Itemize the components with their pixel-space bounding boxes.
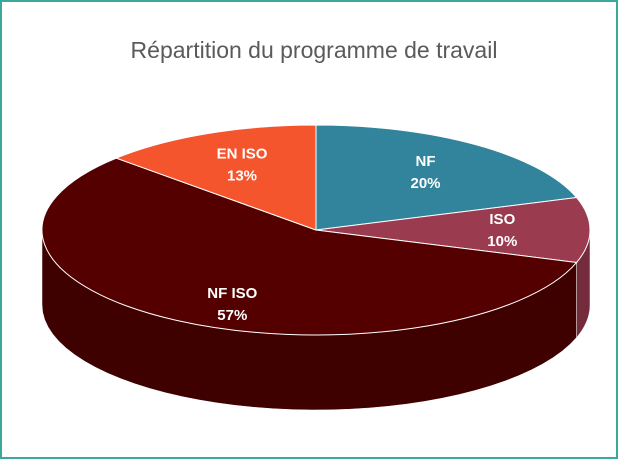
pie-slice	[315, 197, 591, 263]
chart-title: Répartition du programme de travail	[131, 37, 498, 63]
slice-name: EN ISO	[217, 145, 268, 162]
slice-name: NF ISO	[207, 285, 257, 302]
slice-value-label: 57%	[217, 307, 247, 324]
pie-slice	[315, 124, 578, 231]
slice-value-label: 13%	[227, 167, 257, 184]
slice-name: ISO	[489, 211, 515, 228]
pie-slice	[41, 157, 578, 336]
slice-value-label: 10%	[487, 233, 517, 250]
slice-name: NF	[416, 153, 436, 170]
slice-value-label: 20%	[411, 175, 441, 192]
pie-slice	[114, 124, 317, 231]
